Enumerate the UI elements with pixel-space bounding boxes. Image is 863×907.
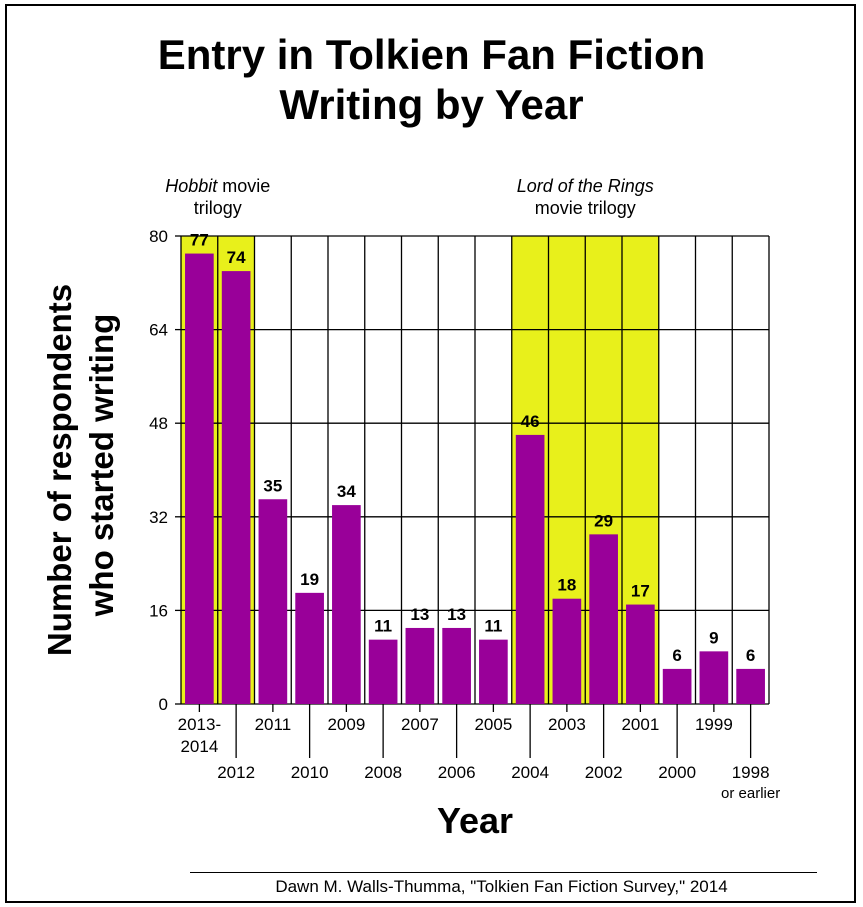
bar-value-label: 77 (190, 231, 209, 250)
bar (442, 627, 471, 704)
x-tick-label: 2014 (180, 737, 218, 756)
bar (515, 434, 545, 704)
bar-value-label: 18 (557, 576, 576, 595)
y-tick-label: 16 (149, 601, 168, 620)
bar-value-label: 6 (746, 646, 755, 665)
bar (221, 271, 251, 704)
x-tick-label: 2000 (658, 763, 696, 782)
highlight-label-rest: movie (217, 176, 270, 196)
highlight-label-line2: trilogy (194, 198, 242, 218)
x-tick-label: 2009 (327, 715, 365, 734)
bar (662, 668, 692, 704)
bar (626, 604, 655, 704)
y-tick-label: 64 (149, 321, 168, 340)
x-tick-label: 2011 (255, 715, 292, 734)
bar-value-label: 46 (521, 412, 540, 431)
y-axis-title-line-2: who started writing (83, 314, 120, 618)
x-tick-label: 2005 (474, 715, 512, 734)
bar-value-label: 19 (300, 570, 319, 589)
x-tick-label: 2006 (438, 763, 476, 782)
bar (552, 598, 582, 704)
x-tick-label: 2013- (178, 715, 221, 734)
chart-frame (5, 4, 856, 903)
bar-value-label: 9 (709, 628, 718, 647)
x-tick-label: 2003 (548, 715, 586, 734)
highlight-label-italic: Lord of the Rings (517, 176, 654, 196)
y-tick-label: 80 (149, 227, 168, 246)
x-tick-label: 2008 (364, 763, 402, 782)
chart-title: Entry in Tolkien Fan Fiction Writing by … (0, 30, 863, 130)
bar (479, 639, 508, 704)
bar-value-label: 74 (227, 248, 246, 267)
x-axis-title: Year (437, 800, 513, 841)
bar (258, 499, 288, 704)
x-tick-label: 2010 (291, 763, 329, 782)
bar-value-label: 11 (374, 617, 392, 636)
x-tick-label: 2012 (217, 763, 255, 782)
bar (295, 592, 324, 704)
x-tick-label: 1999 (695, 715, 733, 734)
bar (699, 651, 729, 704)
y-axis-title-line-1: Number of respondents (41, 284, 78, 656)
bar (736, 668, 765, 704)
title-line-1: Entry in Tolkien Fan Fiction (157, 31, 706, 78)
bar-value-label: 11 (484, 617, 502, 636)
source-citation: Dawn M. Walls-Thumma, "Tolkien Fan Ficti… (275, 877, 728, 896)
bar (589, 534, 618, 704)
title-line-2: Writing by Year (279, 81, 584, 128)
bar-value-label: 29 (594, 511, 613, 530)
x-tick-label: 2002 (585, 763, 623, 782)
x-tick-label: 2004 (511, 763, 549, 782)
source-rule (190, 872, 817, 873)
bar-value-label: 13 (447, 605, 466, 624)
bar-value-label: 17 (631, 582, 650, 601)
x-tick-label: 1998 (732, 763, 770, 782)
bar-value-label: 6 (672, 646, 681, 665)
bar (405, 627, 435, 704)
bar-value-label: 13 (410, 605, 429, 624)
y-tick-label: 32 (149, 508, 168, 527)
y-tick-label: 0 (159, 695, 168, 714)
bar-value-label: 34 (337, 482, 356, 501)
bar (368, 639, 398, 704)
highlight-label-italic: Hobbit (165, 176, 218, 196)
x-tick-label: or earlier (721, 785, 780, 802)
y-tick-label: 48 (149, 414, 168, 433)
bar (332, 505, 361, 704)
highlight-label-line2: movie trilogy (535, 198, 636, 218)
bar (185, 253, 214, 705)
highlight-label: Hobbit movie (165, 176, 270, 196)
x-tick-label: 2007 (401, 715, 439, 734)
x-tick-label: 2001 (621, 715, 659, 734)
highlight-label: Lord of the Rings (517, 176, 654, 196)
bar-value-label: 35 (263, 476, 282, 495)
